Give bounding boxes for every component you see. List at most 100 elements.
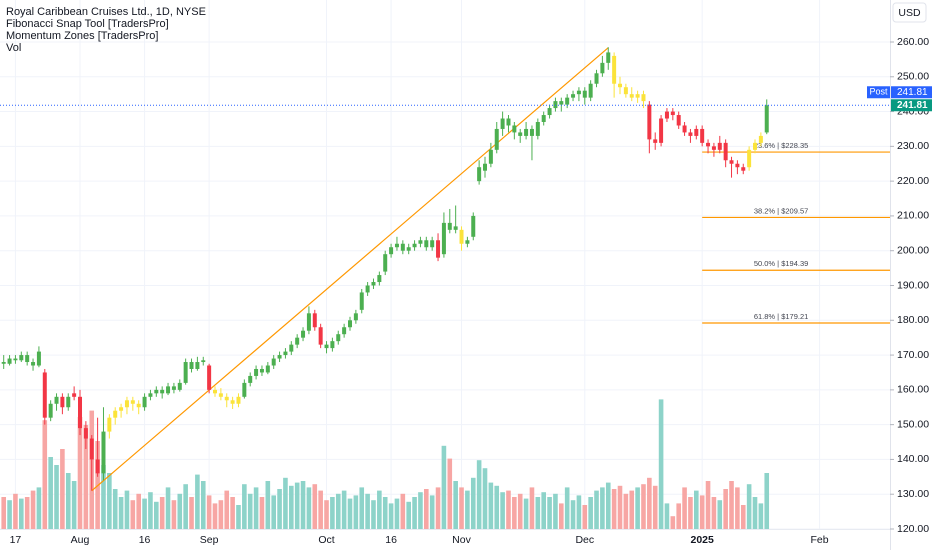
volume-bar	[159, 497, 165, 529]
candle-body	[183, 362, 188, 383]
indicator-label: Momentum Zones [TradersPro]	[6, 30, 158, 42]
volume-bar	[488, 482, 494, 529]
candle-body	[641, 94, 646, 102]
y-tick-label: 210.00	[897, 210, 929, 222]
y-tick-label: 180.00	[897, 314, 929, 326]
candle-body	[441, 222, 446, 255]
fib-label: 38.2% | $209.57	[754, 206, 809, 215]
candle-body	[629, 94, 634, 98]
volume-bar	[611, 489, 617, 529]
candle-body	[664, 111, 669, 119]
candle-body	[430, 240, 435, 248]
candle-body	[758, 135, 763, 143]
candle-body	[25, 355, 30, 363]
volume-bar	[142, 498, 147, 529]
volume-bar	[400, 493, 406, 529]
volume-bar	[729, 481, 734, 529]
volume-bar	[635, 487, 640, 529]
candle-body	[166, 386, 171, 394]
volume-bar	[541, 492, 546, 529]
volume-bar	[735, 487, 740, 529]
candle-body	[682, 125, 687, 133]
volume-bar	[247, 493, 253, 529]
volume-bar	[582, 505, 588, 529]
candle-body	[148, 393, 153, 397]
candle-body	[7, 358, 12, 364]
y-tick-label: 170.00	[897, 349, 929, 361]
candle-body	[477, 167, 482, 182]
volume-bar	[412, 497, 417, 529]
volume-bar	[271, 495, 276, 529]
candle-body	[394, 243, 399, 248]
volume-bar	[118, 497, 124, 529]
candle-body	[36, 351, 41, 366]
y-tick-label: 190.00	[897, 279, 929, 291]
volume-bar	[711, 497, 717, 529]
candle-body	[171, 386, 176, 390]
candle-body	[729, 160, 734, 164]
y-tick-label: 150.00	[897, 418, 929, 430]
candle-body	[711, 146, 716, 150]
candle-body	[277, 355, 282, 359]
candle-body	[342, 327, 347, 335]
currency-box[interactable]	[892, 2, 927, 23]
volume-bar	[136, 493, 141, 529]
volume-bar	[576, 495, 582, 529]
volume-bar	[388, 503, 394, 529]
volume-bar	[623, 493, 629, 529]
volume-bar	[459, 487, 464, 529]
candle-body	[195, 362, 200, 369]
volume-bar	[212, 503, 218, 529]
candle-body	[213, 389, 218, 394]
volume-bar	[441, 445, 447, 529]
volume-bar	[171, 500, 177, 529]
candle-body	[265, 365, 270, 373]
candle-body	[483, 163, 488, 171]
volume-bar	[682, 487, 687, 529]
volume-bar	[177, 493, 183, 529]
candle-body	[418, 240, 423, 244]
candle-body	[747, 149, 752, 168]
chart-title: Royal Caribbean Cruises Ltd., 1D, NYSE	[6, 6, 206, 18]
volume-bar	[242, 484, 247, 529]
candle-body	[529, 128, 534, 136]
candle-body	[31, 362, 36, 366]
candle-body	[224, 396, 229, 401]
candle-body	[83, 428, 88, 439]
x-tick-label: Feb	[811, 534, 829, 546]
volume-pane	[1, 399, 770, 529]
candle-body	[42, 372, 47, 418]
candle-body	[659, 118, 664, 143]
candle-body	[559, 101, 564, 105]
volume-bar	[658, 399, 664, 529]
volume-bar	[189, 497, 194, 529]
candle-body	[594, 73, 599, 84]
candle-body	[389, 247, 394, 255]
last-price-box	[891, 99, 932, 112]
candle-body	[60, 396, 65, 408]
fib-label: 61.8% | $179.21	[754, 312, 809, 321]
candle-body	[623, 87, 628, 95]
volume-bar	[330, 497, 335, 529]
volume-bar	[130, 500, 136, 529]
candle-body	[359, 292, 364, 310]
volume-bar	[60, 449, 65, 529]
volume-bar	[324, 500, 329, 529]
volume-bar	[347, 498, 353, 529]
candle-body	[535, 121, 540, 136]
candle-body	[177, 382, 182, 390]
candle-body	[142, 396, 147, 408]
candle-body	[348, 320, 353, 328]
candle-body	[312, 313, 317, 328]
candle-body	[453, 226, 458, 230]
axes: 120.00 130.00 140.00 150.00 160.00 170.00 180.…	[0, 36, 932, 546]
candle-body	[706, 142, 711, 147]
currency[interactable]: USD	[898, 7, 921, 19]
volume-bar	[165, 487, 171, 529]
volume-bar	[670, 516, 676, 529]
candle-body	[500, 118, 505, 129]
candle-body	[254, 368, 259, 376]
candle-body	[465, 240, 470, 244]
volume-bar	[224, 490, 230, 529]
candle-body	[324, 344, 329, 349]
